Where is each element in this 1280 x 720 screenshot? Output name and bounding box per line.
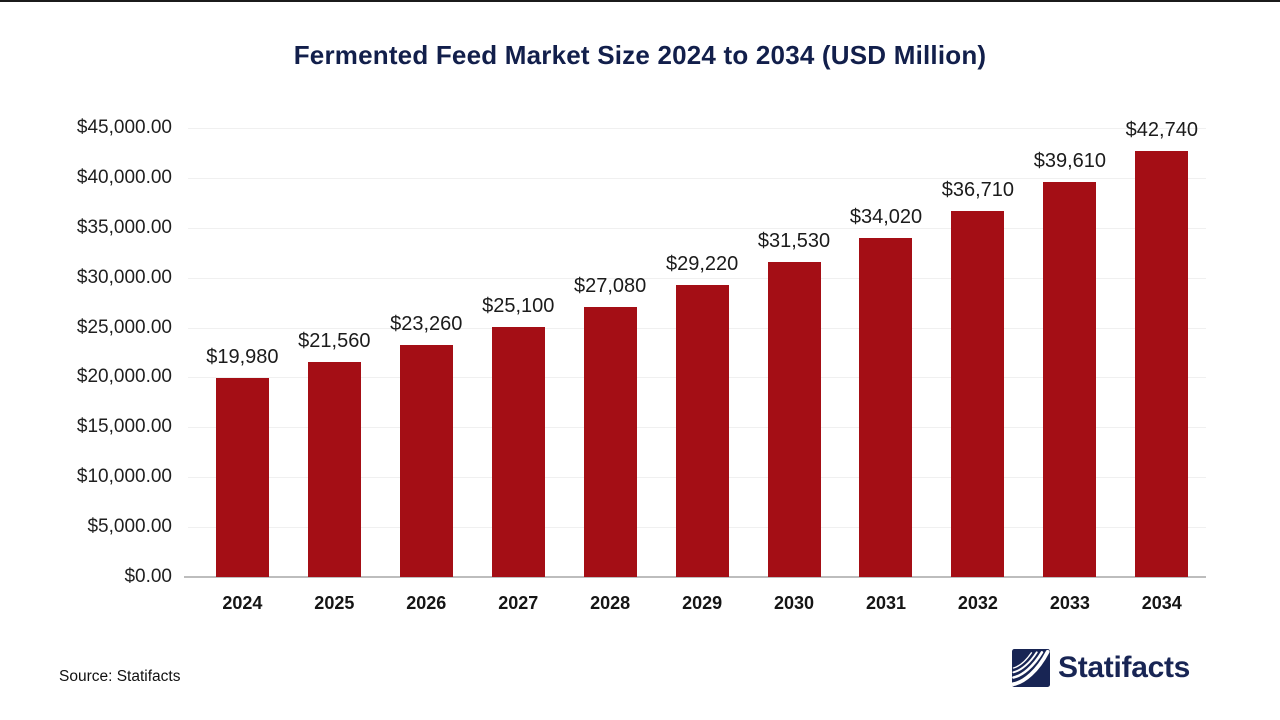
x-axis-tick-label: 2031 [865, 593, 906, 613]
x-axis-tick-label: 2026 [406, 593, 447, 613]
x-axis-tick-label: 2027 [498, 593, 539, 613]
source-label: Source: Statifacts [59, 668, 181, 685]
statifacts-logo: Statifacts [1011, 649, 1191, 687]
bar-2032 [951, 210, 1005, 577]
x-axis-tick-label: 2029 [682, 593, 723, 613]
bar-value-label: $42,740 [1125, 118, 1198, 141]
y-axis-tick-label: $25,000.00 [76, 316, 172, 338]
bar-value-label: $23,260 [390, 312, 463, 335]
statifacts-logo-icon [1011, 649, 1050, 687]
x-axis-tick-label: 2025 [314, 593, 355, 613]
gridline [188, 177, 1206, 179]
y-axis-tick-label: $30,000.00 [76, 266, 172, 288]
x-axis-tick-label: 2034 [1141, 593, 1182, 613]
bar-value-label: $21,560 [298, 329, 371, 352]
bar-value-label: $34,020 [849, 205, 923, 228]
gridline [188, 227, 1206, 229]
bar-2033 [1043, 181, 1097, 577]
bar-2029 [675, 285, 729, 577]
y-axis-tick-label: $45,000.00 [76, 117, 172, 138]
y-axis-tick-label: $10,000.00 [76, 466, 172, 488]
y-axis-tick-label: $15,000.00 [76, 416, 172, 438]
bar-value-label: $27,080 [574, 274, 647, 297]
bar-value-label: $31,530 [757, 230, 831, 253]
bar-value-label: $25,100 [482, 294, 555, 317]
bar-2028 [583, 306, 637, 577]
bar-2024 [215, 377, 269, 577]
x-axis-line [184, 576, 1206, 578]
bar-value-label: $29,220 [665, 253, 739, 276]
bar-2034 [1135, 150, 1189, 577]
y-axis-tick-label: $40,000.00 [76, 166, 172, 188]
bar-2026 [399, 344, 453, 577]
x-axis-tick-label: 2024 [222, 593, 263, 613]
bar-2031 [859, 237, 913, 577]
x-axis-tick-label: 2032 [957, 593, 998, 613]
gridline [188, 277, 1206, 279]
logo-text: Statifacts [1058, 651, 1191, 684]
bar-2030 [767, 262, 821, 577]
y-axis-tick-label: $35,000.00 [76, 216, 172, 238]
gridline [188, 128, 1206, 129]
bar-2027 [491, 326, 545, 577]
bar-2025 [307, 361, 361, 577]
bar-value-label: $36,710 [941, 178, 1015, 201]
top-border-line [0, 0, 1280, 2]
y-axis-tick-label: $20,000.00 [76, 366, 172, 388]
chart-title: Fermented Feed Market Size 2024 to 2034 … [293, 40, 987, 70]
bar-value-label: $19,980 [206, 345, 279, 368]
x-axis-tick-label: 2033 [1049, 593, 1090, 613]
bar-value-label: $39,610 [1033, 149, 1107, 172]
x-axis-tick-label: 2028 [590, 593, 631, 613]
x-axis-tick-label: 2030 [774, 593, 815, 613]
y-axis-tick-label: $5,000.00 [87, 516, 172, 538]
y-axis-tick-label: $0.00 [124, 566, 172, 587]
